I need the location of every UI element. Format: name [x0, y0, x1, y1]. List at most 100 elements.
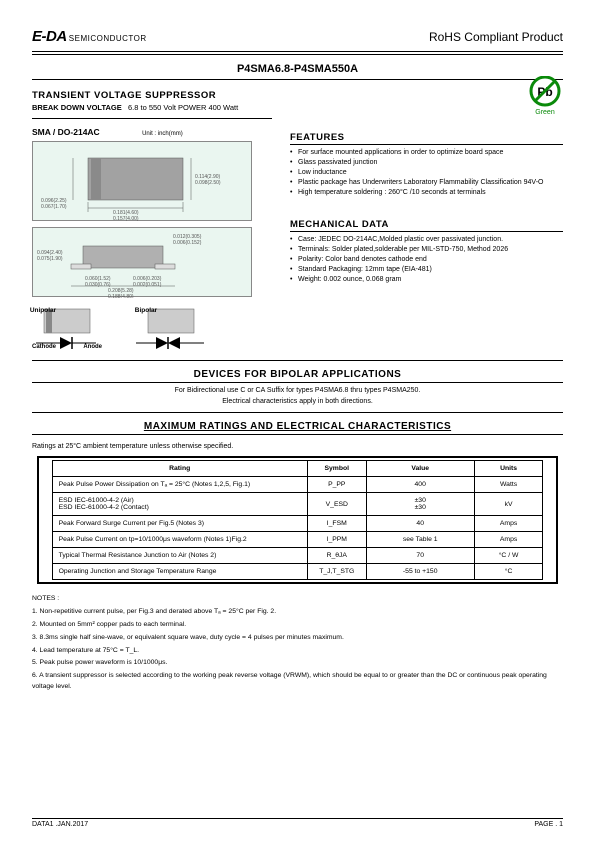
features-list: For surface mounted applications in orde… — [290, 149, 563, 196]
breakdown-line: BREAK DOWN VOLTAGE 6.8 to 550 Volt POWER… — [32, 103, 272, 112]
cathode-label: Cathode — [32, 344, 56, 350]
table-cell: Peak Pulse Power Dissipation on Tₐ = 25°… — [52, 477, 307, 493]
col-units: Units — [474, 461, 543, 477]
mech-item: Polarity: Color band denotes cathode end — [290, 256, 563, 263]
table-cell: ESD IEC-61000-4-2 (Air) ESD IEC-61000-4-… — [52, 493, 307, 516]
svg-text:Green: Green — [535, 109, 555, 116]
note-item: 5. Peak pulse power waveform is 10/1000μ… — [32, 658, 563, 669]
divider — [32, 382, 563, 383]
table-cell: I_FSM — [307, 516, 366, 532]
table-row: ESD IEC-61000-4-2 (Air) ESD IEC-61000-4-… — [52, 493, 543, 516]
divider — [32, 434, 563, 435]
top-view-svg: 0.181(4.60) 0.157(4.00) 0.096(2.25) 0.06… — [33, 142, 253, 222]
col-value: Value — [366, 461, 474, 477]
feature-item: Plastic package has Underwriters Laborat… — [290, 179, 563, 186]
dim-text: 0.002(0.051) — [133, 282, 162, 288]
footer-left: DATA1 .JAN.2017 — [32, 821, 88, 828]
table-cell: T_J,T_STG — [307, 564, 366, 580]
table-cell: Watts — [474, 477, 543, 493]
side-view-diagram: 0.094(2.40) 0.075(1.90) 0.012(0.305) 0.0… — [32, 227, 252, 297]
ratings-title: MAXIMUM RATINGS AND ELECTRICAL CHARACTER… — [32, 421, 563, 432]
mech-item: Weight: 0.002 ounce, 0.068 gram — [290, 276, 563, 283]
note-item: 1. Non-repetitive current pulse, per Fig… — [32, 607, 563, 618]
table-cell: °C — [474, 564, 543, 580]
table-cell: Peak Pulse Current on tp=10/1000μs wavef… — [52, 532, 307, 548]
divider — [32, 412, 563, 413]
dim-text: 0.188(4.80) — [108, 294, 134, 298]
mech-item: Terminals: Solder plated,solderable per … — [290, 246, 563, 253]
unipolar-block: Unipolar Cathode Anode — [32, 307, 102, 358]
dim-text: 0.006(0.152) — [173, 240, 202, 246]
table-cell: V_ESD — [307, 493, 366, 516]
footer: DATA1 .JAN.2017 PAGE . 1 — [32, 818, 563, 828]
rohs-label: RoHS Compliant Product — [429, 30, 563, 44]
left-column: TRANSIENT VOLTAGE SUPPRESSOR BREAK DOWN … — [32, 84, 272, 358]
table-cell: kV — [474, 493, 543, 516]
table-cell: P_PP — [307, 477, 366, 493]
table-cell: I_PPM — [307, 532, 366, 548]
table-cell: ±30 ±30 — [366, 493, 474, 516]
note-item: 4. Lead temperature at 75°C = T_L. — [32, 646, 563, 657]
ratings-note: Ratings at 25°C ambient temperature unle… — [32, 443, 563, 450]
col-symbol: Symbol — [307, 461, 366, 477]
table-row: Operating Junction and Storage Temperatu… — [52, 564, 543, 580]
brand: E-DA SEMICONDUCTOR — [32, 28, 147, 45]
divider — [32, 360, 563, 361]
bipolar-note2: Electrical characteristics apply in both… — [32, 398, 563, 405]
table-cell: Amps — [474, 516, 543, 532]
feature-item: High temperature soldering : 260°C /10 s… — [290, 189, 563, 196]
right-column: Pb Green FEATURES For surface mounted ap… — [290, 84, 563, 358]
bipolar-note1: For Bidirectional use C or CA Suffix for… — [32, 387, 563, 394]
table-row: Peak Pulse Current on tp=10/1000μs wavef… — [52, 532, 543, 548]
polarity-row: Unipolar Cathode Anode Bipolar — [32, 307, 272, 358]
note-item: 2. Mounted on 5mm² copper pads to each t… — [32, 620, 563, 631]
dim-text: 0.075(1.90) — [37, 256, 63, 262]
anode-label: Anode — [83, 344, 102, 350]
table-header-row: Rating Symbol Value Units — [52, 461, 543, 477]
dim-text: 0.157(4.00) — [113, 216, 139, 222]
table-cell: see Table 1 — [366, 532, 474, 548]
side-view-svg: 0.094(2.40) 0.075(1.90) 0.012(0.305) 0.0… — [33, 228, 253, 298]
features-title: FEATURES — [290, 132, 563, 145]
brand-sub: SEMICONDUCTOR — [69, 34, 147, 43]
feature-item: Low inductance — [290, 169, 563, 176]
package-line: SMA / DO-214AC Unit : inch(mm) — [32, 127, 272, 137]
ratings-table-wrap: Rating Symbol Value Units Peak Pulse Pow… — [37, 456, 557, 584]
col-rating: Rating — [52, 461, 307, 477]
mech-title: MECHANICAL DATA — [290, 219, 563, 232]
header: E-DA SEMICONDUCTOR RoHS Compliant Produc… — [32, 28, 563, 45]
top-view-diagram: 0.181(4.60) 0.157(4.00) 0.096(2.25) 0.06… — [32, 141, 252, 221]
table-row: Peak Pulse Power Dissipation on Tₐ = 25°… — [52, 477, 543, 493]
bipolar-title: DEVICES FOR BIPOLAR APPLICATIONS — [32, 369, 563, 380]
mech-item: Standard Packaging: 12mm tape (EIA-481) — [290, 266, 563, 273]
pb-badge: Pb Green — [527, 76, 563, 112]
unipolar-label: Unipolar — [8, 307, 78, 314]
note-item: 6. A transient suppressor is selected ac… — [32, 671, 563, 693]
notes-heading: NOTES : — [32, 594, 563, 605]
feature-item: Glass passivated junction — [290, 159, 563, 166]
table-cell: Peak Forward Surge Current per Fig.5 (No… — [52, 516, 307, 532]
table-cell: Operating Junction and Storage Temperatu… — [52, 564, 307, 580]
mech-item: Case: JEDEC DO-214AC,Molded plastic over… — [290, 236, 563, 243]
main-columns: TRANSIENT VOLTAGE SUPPRESSOR BREAK DOWN … — [32, 84, 563, 358]
tvs-title: TRANSIENT VOLTAGE SUPPRESSOR — [32, 90, 272, 101]
feature-item: For surface mounted applications in orde… — [290, 149, 563, 156]
table-cell: °C / W — [474, 548, 543, 564]
table-row: Peak Forward Surge Current per Fig.5 (No… — [52, 516, 543, 532]
table-row: Typical Thermal Resistance Junction to A… — [52, 548, 543, 564]
table-cell: 40 — [366, 516, 474, 532]
divider-thin — [32, 54, 563, 55]
bipolar-block: Bipolar — [132, 307, 212, 358]
bipolar-label: Bipolar — [106, 307, 186, 314]
part-title: P4SMA6.8-P4SMA550A — [32, 63, 563, 75]
divider — [32, 118, 272, 119]
table-cell: R_θJA — [307, 548, 366, 564]
ratings-table: Rating Symbol Value Units Peak Pulse Pow… — [52, 460, 544, 580]
brand-prefix: E-DA — [32, 28, 67, 45]
table-cell: -55 to +150 — [366, 564, 474, 580]
note-item: 3. 8.3ms single half sine-wave, or equiv… — [32, 633, 563, 644]
dim-text: 0.067(1.70) — [41, 204, 67, 210]
divider-thin — [32, 79, 563, 80]
table-cell: Amps — [474, 532, 543, 548]
mech-list: Case: JEDEC DO-214AC,Molded plastic over… — [290, 236, 563, 283]
